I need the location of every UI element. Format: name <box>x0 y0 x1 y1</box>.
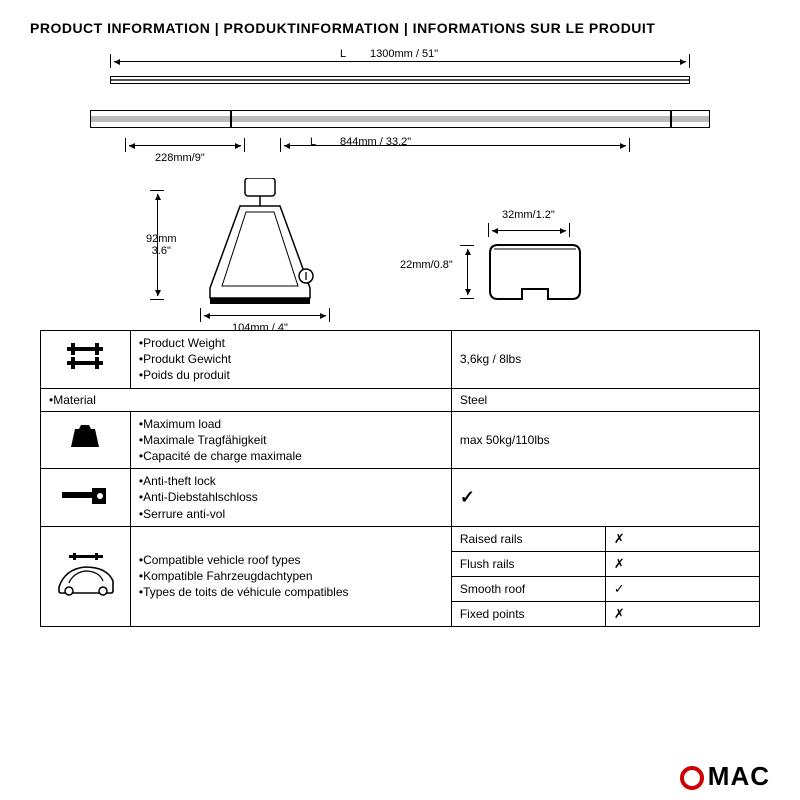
xsec-svg <box>480 243 600 313</box>
dim-full-prefix: L <box>340 48 346 60</box>
weight-label-de: •Produkt Gewicht <box>139 351 443 367</box>
roof-label-en: •Compatible vehicle roof types <box>139 552 443 568</box>
weight-label-en: •Product Weight <box>139 335 443 351</box>
spec-table: •Product Weight •Produkt Gewicht •Poids … <box>40 330 760 627</box>
material-label: •Material <box>41 388 452 411</box>
roof-icon <box>41 526 131 626</box>
dim-sub1: 228mm/9" <box>125 138 245 166</box>
weight-icon <box>41 331 131 389</box>
dim-foot-height-label: 92mm 3.6" <box>146 233 177 257</box>
row-material: •Material Steel <box>41 388 760 411</box>
weight-labels: •Product Weight •Produkt Gewicht •Poids … <box>130 331 451 389</box>
load-icon <box>41 411 131 469</box>
row-weight: •Product Weight •Produkt Gewicht •Poids … <box>41 331 760 389</box>
row-lock: •Anti-theft lock •Anti-Diebstahlschloss … <box>41 469 760 527</box>
bar-top <box>110 76 690 84</box>
roof-val-3: ✗ <box>605 601 759 626</box>
brand-text: MAC <box>708 761 770 792</box>
dim-sub2-prefix: L <box>310 136 316 148</box>
lock-labels: •Anti-theft lock •Anti-Diebstahlschloss … <box>130 469 451 527</box>
dim-xsec-height <box>460 245 474 299</box>
bar-detail <box>90 110 710 128</box>
weight-value: 3,6kg / 8lbs <box>451 331 759 389</box>
dim-sub2-label: 844mm / 33.2" <box>340 136 411 148</box>
bar-stop-1 <box>230 110 232 128</box>
load-value: max 50kg/110lbs <box>451 411 759 469</box>
dim-xsec-width-label: 32mm/1.2" <box>502 209 555 221</box>
row-load: •Maximum load •Maximale Tragfähigkeit •C… <box>41 411 760 469</box>
foot-svg <box>190 178 340 328</box>
lock-label-fr: •Serrure anti-vol <box>139 506 443 522</box>
weight-label-fr: •Poids du produit <box>139 367 443 383</box>
page-title: PRODUCT INFORMATION | PRODUKTINFORMATION… <box>30 20 770 36</box>
brand-logo: MAC <box>680 761 770 792</box>
lock-label-en: •Anti-theft lock <box>139 473 443 489</box>
load-label-fr: •Capacité de charge maximale <box>139 448 443 464</box>
roof-labels: •Compatible vehicle roof types •Kompatib… <box>130 526 451 626</box>
brand-o-icon <box>680 766 704 790</box>
dim-xsec-height-label: 22mm/0.8" <box>400 259 453 271</box>
bar-stop-2 <box>670 110 672 128</box>
dim-xsec-width <box>488 223 570 237</box>
roof-val-0: ✗ <box>605 526 759 551</box>
load-label-de: •Maximale Tragfähigkeit <box>139 432 443 448</box>
roof-type-3: Fixed points <box>451 601 605 626</box>
dim-sub-row: 228mm/9" L 844mm / 33.2" <box>125 138 705 166</box>
roof-type-2: Smooth roof <box>451 576 605 601</box>
row-roof-0: •Compatible vehicle roof types •Kompatib… <box>41 526 760 551</box>
lock-icon <box>41 469 131 527</box>
lock-value: ✓ <box>451 469 759 527</box>
dim-full-value: 1300mm / 51" <box>370 48 438 60</box>
roof-type-0: Raised rails <box>451 526 605 551</box>
load-labels: •Maximum load •Maximale Tragfähigkeit •C… <box>130 411 451 469</box>
cross-section: 32mm/1.2" 22mm/0.8" <box>460 223 600 333</box>
roof-val-2: ✓ <box>605 576 759 601</box>
roof-val-1: ✗ <box>605 551 759 576</box>
material-value: Steel <box>451 388 759 411</box>
load-label-en: •Maximum load <box>139 416 443 432</box>
roof-label-fr: •Types de toits de véhicule compatibles <box>139 584 443 600</box>
technical-diagram: L 1300mm / 51" 228mm/9" L 844mm / 33.2" <box>30 48 770 338</box>
roof-type-1: Flush rails <box>451 551 605 576</box>
foot-drawing: 104mm / 4" 92mm 3.6" <box>190 178 360 338</box>
roof-label-de: •Kompatible Fahrzeugdachtypen <box>139 568 443 584</box>
dim-sub1-label: 228mm/9" <box>155 152 205 164</box>
dim-sub2: L 844mm / 33.2" <box>280 138 630 166</box>
lock-label-de: •Anti-Diebstahlschloss <box>139 489 443 505</box>
